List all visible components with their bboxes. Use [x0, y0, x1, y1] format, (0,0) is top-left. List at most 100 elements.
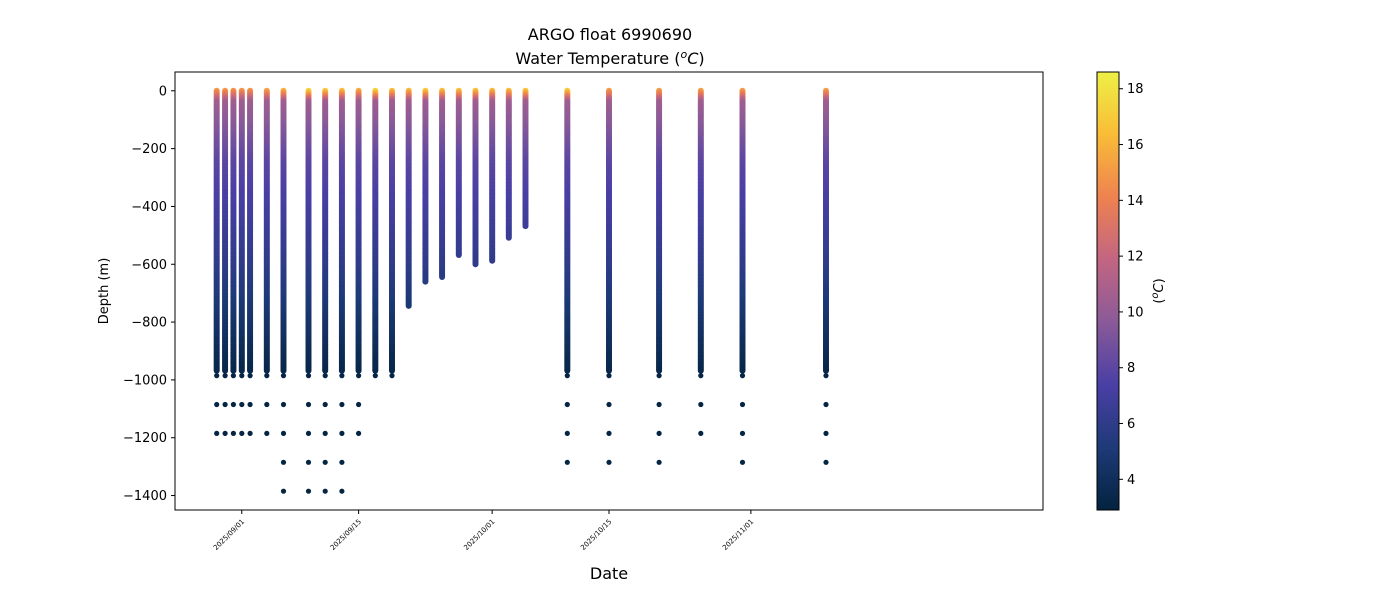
subtitle-suffix: ): [698, 49, 704, 68]
profiles-layer: [213, 87, 829, 494]
deep-point: [222, 401, 228, 408]
deep-point: [564, 430, 570, 436]
profile-point: [472, 261, 479, 268]
deep-point: [280, 373, 287, 379]
profile-point: [489, 257, 496, 264]
profile-point: [238, 367, 245, 374]
profile-2025-09-23: [422, 87, 429, 285]
profile-2025-09-04: [263, 87, 270, 436]
deep-point: [339, 488, 345, 494]
deep-point: [322, 430, 328, 436]
profile-point: [305, 367, 312, 374]
deep-point: [372, 373, 378, 379]
deep-point: [264, 430, 270, 436]
profile-point: [280, 367, 287, 374]
deep-point: [280, 430, 287, 436]
deep-point: [264, 373, 270, 379]
subtitle-unit-superscript: o: [680, 48, 687, 61]
profile-point: [455, 252, 462, 258]
profile-point: [522, 223, 529, 230]
deep-point: [322, 401, 328, 408]
deep-point: [239, 373, 245, 379]
profile-point: [439, 274, 446, 280]
subtitle-unit-letter: C: [687, 49, 699, 68]
deep-point: [222, 373, 228, 379]
profile-2025-09-19: [389, 87, 395, 379]
chart-title: ARGO float 6990690: [528, 25, 692, 44]
profile-2025-09-01: [238, 87, 245, 436]
deep-point: [322, 488, 328, 494]
plot-area: 0−200−400−600−800−1000−1200−1400 2025/09…: [123, 71, 1044, 552]
deep-point: [280, 459, 287, 465]
profile-2025-09-13: [338, 87, 345, 494]
profile-2025-09-02: [247, 87, 254, 436]
profile-point: [247, 367, 254, 374]
profile-point: [422, 278, 429, 285]
deep-point: [230, 430, 236, 436]
deep-point: [564, 373, 570, 379]
profile-2025-10-03: [505, 87, 512, 241]
profile-2025-10-05: [522, 87, 529, 230]
profile-point: [564, 367, 571, 374]
deep-point: [247, 430, 253, 436]
profile-point: [322, 367, 329, 374]
deep-point: [305, 430, 312, 436]
deep-point: [247, 401, 253, 408]
deep-point: [214, 430, 220, 436]
chart-subtitle: Water Temperature (CoC): [515, 48, 704, 68]
deep-point: [339, 459, 345, 465]
deep-point: [564, 401, 570, 408]
profile-2025-09-17: [372, 87, 379, 379]
profile-2025-09-29: [472, 87, 479, 268]
profile-point: [355, 367, 362, 374]
deep-point: [606, 430, 612, 436]
deep-point: [239, 430, 245, 436]
profile-point: [372, 367, 379, 374]
deep-point: [280, 401, 287, 408]
profile-2025-09-09: [305, 87, 312, 494]
profile-2025-09-25: [439, 87, 446, 280]
profile-point: [338, 367, 345, 374]
deep-point: [339, 430, 345, 436]
deep-point: [247, 373, 253, 379]
deep-point: [356, 401, 362, 408]
subtitle-prefix: Water Temperature (: [515, 49, 680, 68]
deep-point: [322, 373, 328, 379]
deep-point: [339, 373, 345, 379]
profile-2025-10-01: [489, 87, 496, 264]
deep-point: [239, 401, 245, 408]
profile-point: [505, 234, 512, 241]
profile-2025-10-15: [606, 87, 612, 465]
profile-2025-09-15: [355, 87, 362, 436]
deep-point: [564, 459, 570, 465]
profile-point: [606, 367, 612, 374]
deep-point: [214, 401, 220, 408]
deep-point: [606, 459, 612, 465]
deep-point: [222, 430, 228, 436]
profile-point: [405, 302, 412, 309]
profile-2025-08-29: [213, 87, 220, 436]
deep-point: [322, 459, 328, 465]
profile-point: [263, 367, 270, 374]
deep-point: [305, 373, 312, 379]
deep-point: [280, 488, 287, 494]
deep-point: [339, 401, 345, 408]
deep-point: [230, 401, 236, 408]
deep-point: [230, 373, 236, 379]
deep-point: [305, 488, 312, 494]
profile-2025-10-10: [564, 87, 571, 465]
profile-2025-09-21: [405, 87, 412, 309]
profile-2025-08-30: [222, 87, 229, 436]
deep-point: [305, 401, 312, 408]
profile-2025-10-21: [656, 87, 663, 465]
profile-point: [230, 367, 237, 374]
profile-2025-09-27: [455, 87, 462, 258]
profile-point: [213, 367, 220, 374]
deep-point: [356, 373, 362, 379]
profile-2025-09-06: [280, 87, 287, 494]
deep-point: [389, 373, 395, 379]
deep-point: [214, 373, 220, 379]
profile-2025-09-11: [322, 87, 329, 494]
profile-point: [222, 367, 229, 374]
